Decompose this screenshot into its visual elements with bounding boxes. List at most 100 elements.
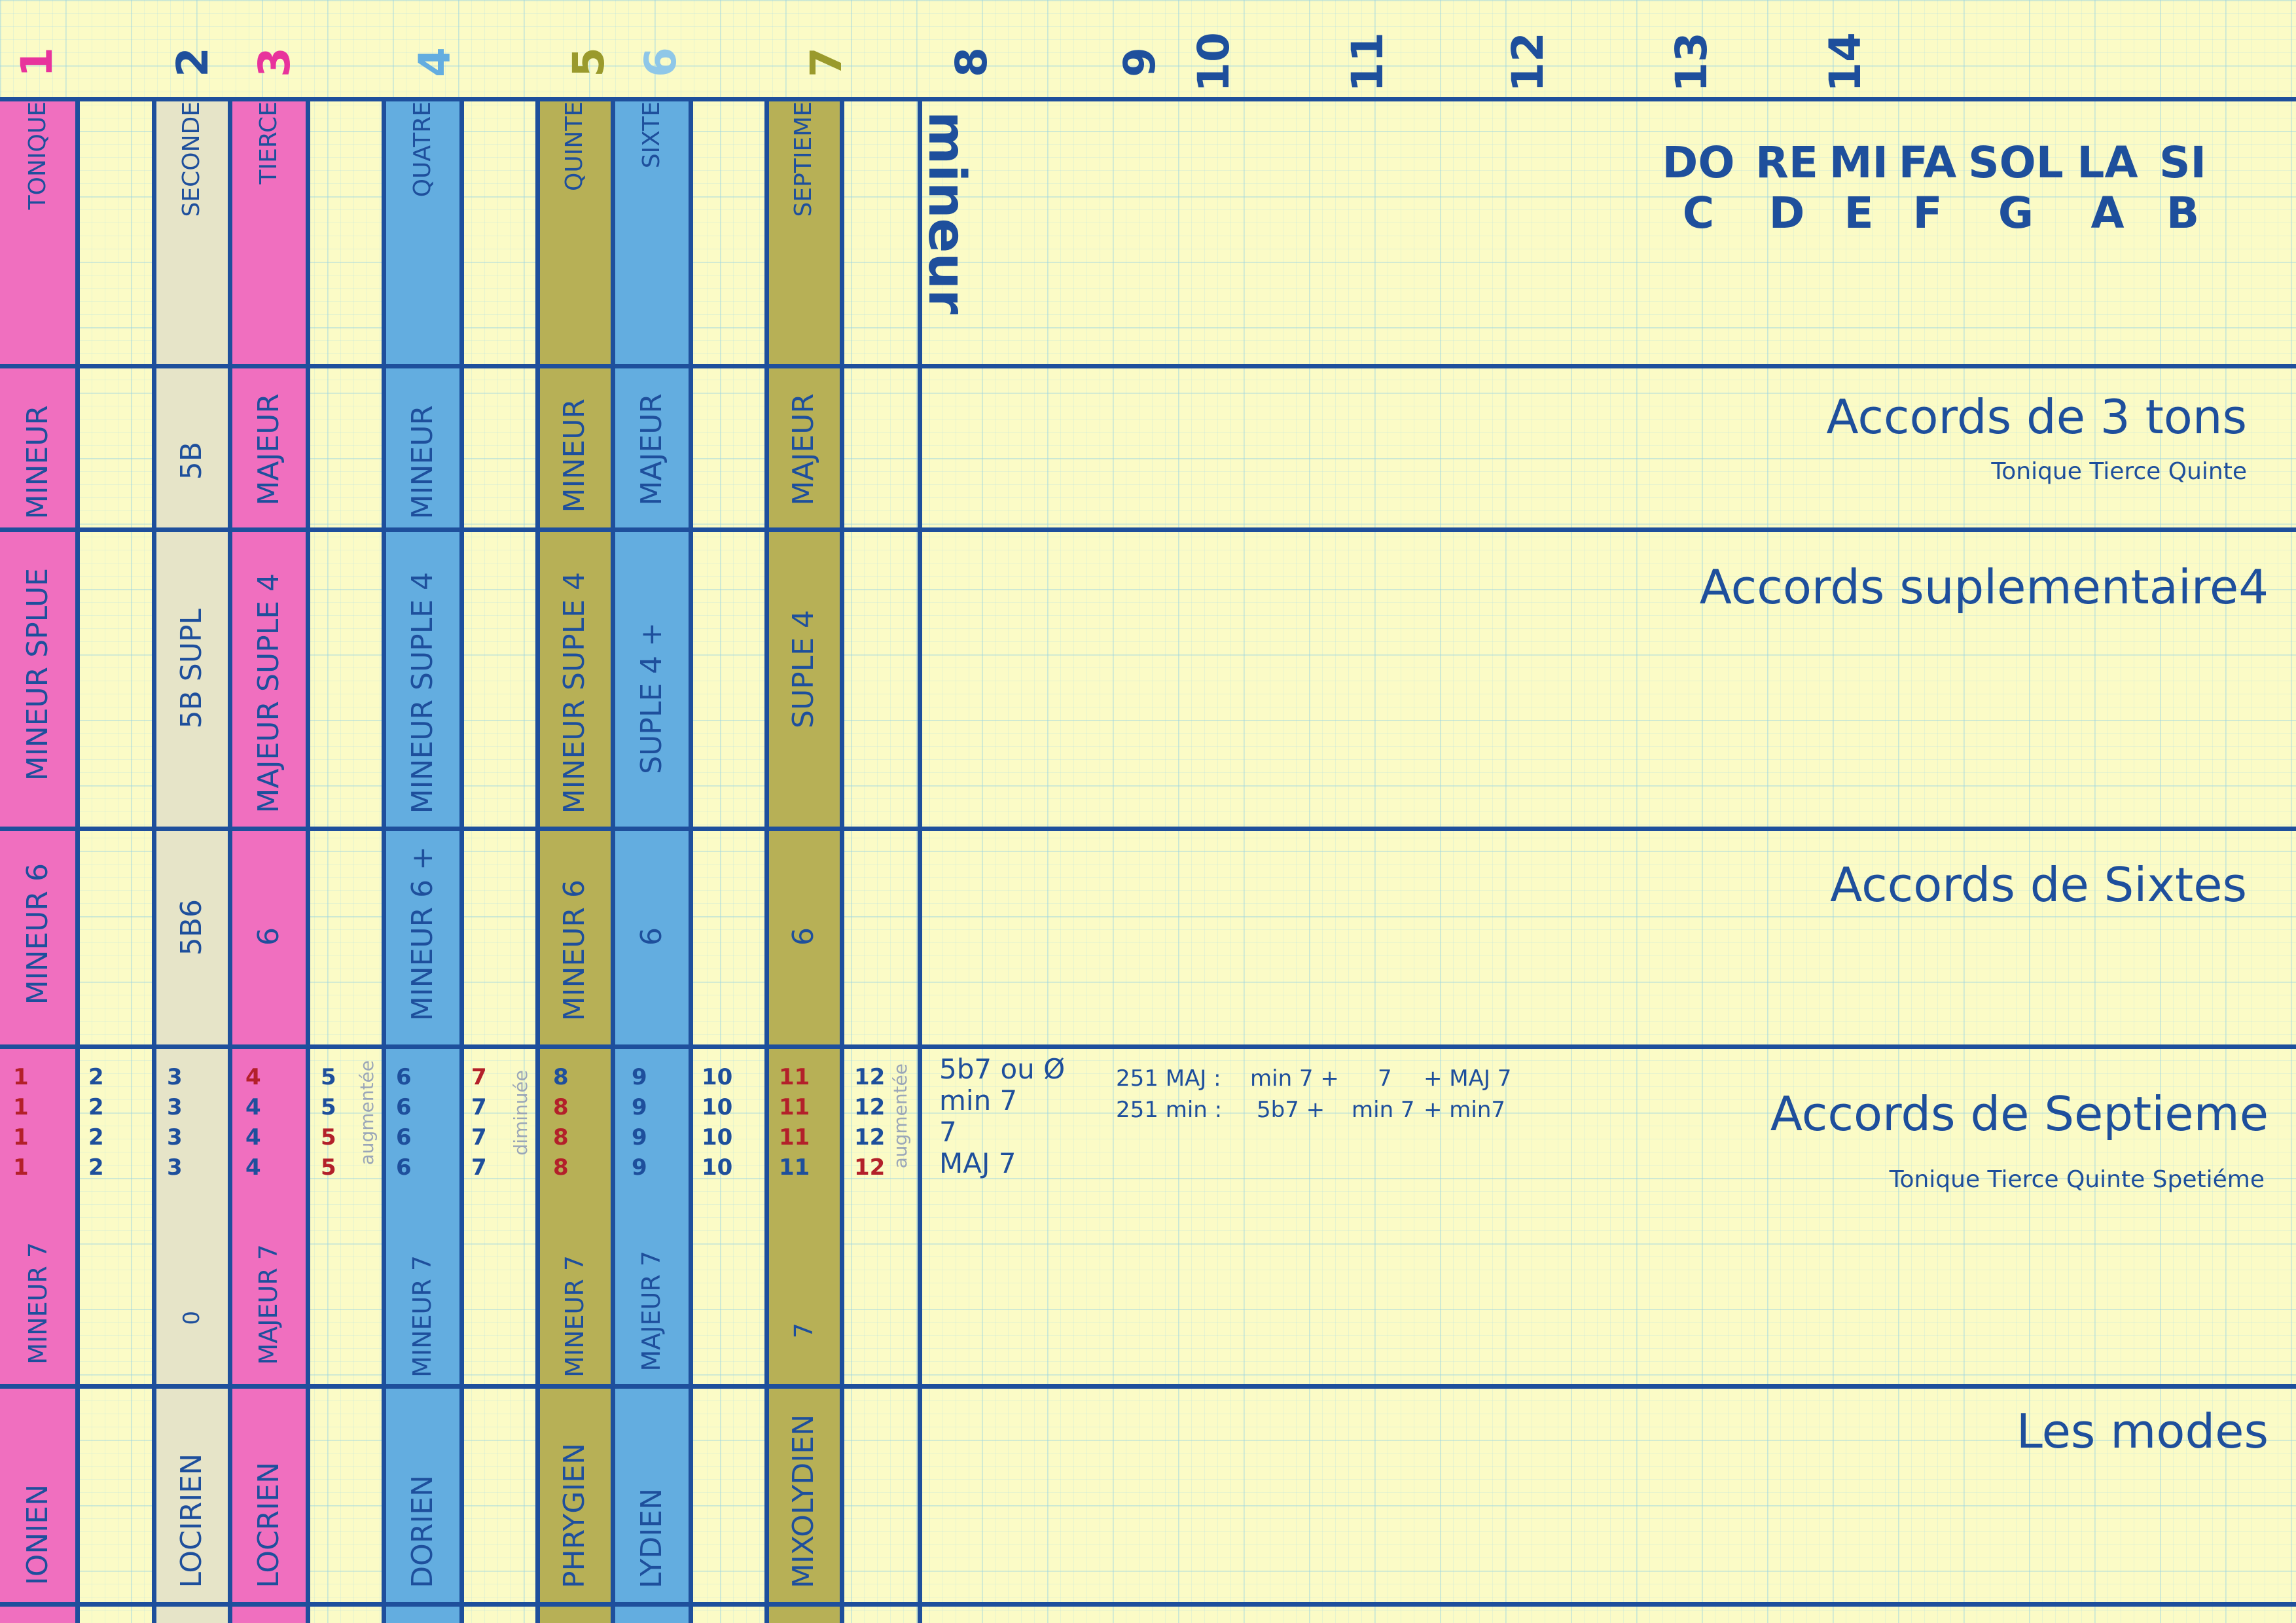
type-maj7: MAJ 7 (939, 1147, 1016, 1179)
note-list: DO C RE D MI E FA F SOL G LA A SI B (1656, 137, 2245, 255)
prog-maj-c: + MAJ 7 (1424, 1065, 1512, 1092)
column-number-1: 1 (12, 47, 62, 77)
digit-cell: 12 (854, 1124, 886, 1150)
note-fa: FA F (1898, 137, 1957, 238)
digit-column-c12: 12 12 12 12 (854, 1062, 885, 1183)
mode-dorien: DORIEN (405, 1475, 439, 1588)
septieme-title: Accords de Septieme (1770, 1086, 2269, 1141)
header-tierce: TIERCE (255, 101, 282, 185)
augmentee-note-12: augmentée (889, 1063, 911, 1169)
sept-sixte: MAJEUR 7 (637, 1250, 666, 1371)
row-divider (0, 1384, 2296, 1389)
sixte-quatre: MINEUR 6 + (405, 846, 439, 1021)
digit-cell: 7 (471, 1064, 487, 1090)
digit-cell: 2 (88, 1094, 104, 1120)
supl-quinte: MINEUR SUPLE 4 (558, 571, 591, 813)
band-quinte (537, 98, 612, 1623)
sixte-tierce: 6 (251, 927, 285, 946)
mode-label: mineur (917, 111, 976, 315)
sixte-tonique: MINEUR 6 (21, 863, 54, 1005)
col-divider (840, 98, 844, 1623)
digit-cell: 4 (245, 1124, 261, 1150)
col-divider (764, 98, 769, 1623)
note-do: DO C (1662, 137, 1735, 238)
digit-cell: 11 (779, 1154, 810, 1181)
digit-column-c1: 1 1 1 1 (13, 1062, 29, 1183)
triad-seconde: 5B (175, 441, 208, 480)
digit-cell: 8 (553, 1154, 569, 1181)
col-divider (152, 98, 156, 1623)
sixte-septieme: 6 (787, 927, 820, 946)
digit-cell: 1 (13, 1124, 29, 1150)
digit-cell: 5 (321, 1064, 336, 1090)
digit-cell: 8 (553, 1094, 569, 1120)
col-divider (459, 98, 464, 1623)
row-divider (0, 1602, 2296, 1607)
note-mi: MI E (1829, 137, 1889, 238)
sixte-quinte: MINEUR 6 (558, 879, 591, 1021)
triad-quatre: MINEUR (405, 404, 439, 519)
triad-tierce: MAJEUR (251, 393, 285, 506)
note-la: LA A (2077, 137, 2138, 238)
sept-tonique: MINEUR 7 (23, 1242, 52, 1364)
column-number-14: 14 (1820, 32, 1871, 92)
digit-cell: 12 (854, 1094, 886, 1120)
note-si: SI B (2159, 137, 2207, 238)
seventh-types-list: 5b7 ou Ø min 7 7 MAJ 7 (939, 1054, 1103, 1194)
type-dom7: 7 (939, 1116, 957, 1148)
triad-tonique: MINEUR (21, 404, 54, 519)
band-seconde (154, 98, 229, 1623)
digit-column-c4: 4 4 4 4 (245, 1062, 261, 1183)
digit-column-c11: 11 11 11 11 (779, 1062, 810, 1183)
digit-cell: 3 (167, 1064, 183, 1090)
col-divider (228, 98, 232, 1623)
digit-cell: 7 (471, 1094, 487, 1120)
row-divider (0, 364, 2296, 368)
sept-tierce: MAJEUR 7 (254, 1243, 283, 1364)
diminuee-note: diminuée (509, 1069, 531, 1156)
sixte-sixte: 6 (634, 927, 668, 946)
col-divider (382, 98, 386, 1623)
digit-column-c7: 7 7 7 7 (471, 1062, 487, 1183)
supl-quatre: MINEUR SUPLE 4 (405, 571, 439, 813)
header-quatre: QUATRE (408, 101, 436, 198)
column-number-13: 13 (1666, 32, 1717, 92)
row-divider (0, 1044, 2296, 1049)
prog-maj-a: min 7 + (1250, 1065, 1339, 1092)
col-divider (611, 98, 615, 1623)
septieme-subtitle: Tonique Tierce Quinte Spetiéme (1889, 1166, 2265, 1193)
modes-title: Les modes (2016, 1404, 2269, 1459)
supl-tierce: MAJEUR SUPLE 4 (251, 573, 285, 813)
type-min7: min 7 (939, 1084, 1018, 1116)
band-tonique (0, 98, 75, 1623)
digit-cell: 6 (396, 1094, 412, 1120)
digit-cell: 12 (854, 1154, 886, 1181)
digit-cell: 8 (553, 1124, 569, 1150)
digit-cell: 4 (245, 1064, 261, 1090)
header-septieme: SEPTIEME (790, 101, 817, 217)
progression-251-maj: 251 MAJ : min 7 + 7 + MAJ 7 (1116, 1065, 1535, 1097)
digit-cell: 10 (702, 1094, 733, 1120)
digit-cell: 6 (396, 1064, 412, 1090)
column-number-11: 11 (1342, 32, 1393, 92)
column-number-8: 8 (946, 47, 997, 77)
band-sixte (612, 98, 691, 1623)
digit-cell: 4 (245, 1154, 261, 1181)
band-quatre (383, 98, 461, 1623)
header-quinte: QUINTE (561, 101, 588, 191)
mode-locirien: LOCIRIEN (175, 1454, 208, 1588)
sixtes-title: Accords de Sixtes (1830, 857, 2247, 912)
digit-column-c5: 5 5 5 5 (321, 1062, 336, 1183)
column-number-6: 6 (636, 47, 686, 77)
column-number-2: 2 (168, 47, 218, 77)
sept-septieme: 7 (789, 1322, 818, 1338)
digit-cell: 9 (632, 1064, 647, 1090)
digit-cell: 1 (13, 1064, 29, 1090)
triad-quinte: MINEUR (558, 398, 591, 512)
col-divider (75, 98, 80, 1623)
augmentee-note: augmentée (355, 1060, 378, 1166)
prog-maj-b: 7 (1378, 1065, 1392, 1092)
digit-cell: 7 (471, 1154, 487, 1181)
header-seconde: SECONDE (178, 101, 205, 217)
